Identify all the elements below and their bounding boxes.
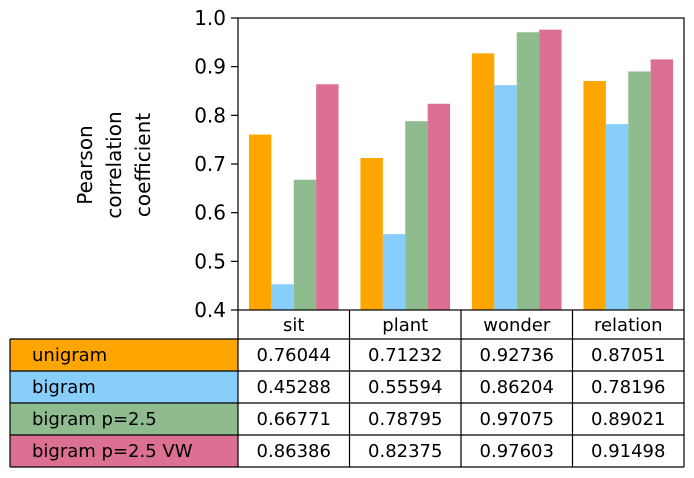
bar-bigram-p-2-5-wonder	[516, 32, 540, 311]
legend-cell-bigram-p-2-5-vw	[10, 435, 238, 467]
bar-bigram-p-2-5-vw-wonder	[539, 29, 562, 310]
bar-bigram-p-2-5-sit	[293, 179, 317, 310]
table-cell: 0.92736	[480, 345, 554, 366]
bar-unigram-wonder	[471, 53, 495, 310]
category-label-wonder: wonder	[483, 315, 551, 336]
y-tick-label: 0.5	[194, 249, 226, 273]
bar-bigram-p-2-5-relation	[628, 71, 651, 310]
category-label-relation: relation	[594, 315, 663, 336]
bar-bigram-relation	[605, 124, 629, 311]
bar-unigram-plant	[360, 158, 383, 310]
table-cell: 0.86204	[480, 377, 554, 398]
legend-label: unigram	[32, 345, 107, 366]
table-cell: 0.76044	[257, 345, 331, 366]
table-cell: 0.82375	[368, 441, 442, 462]
y-tick-label: 0.4	[194, 298, 226, 322]
table-cell: 0.89021	[591, 409, 665, 430]
bar-bigram-p-2-5-plant	[405, 121, 428, 311]
table-cell: 0.55594	[368, 377, 442, 398]
bar-bigram-p-2-5-vw-relation	[650, 59, 674, 310]
y-axis-label-line: coefficient	[131, 113, 155, 217]
bar-unigram-relation	[583, 81, 606, 310]
table-cell: 0.71232	[368, 345, 442, 366]
table-cell: 0.86386	[257, 441, 331, 462]
legend-cell-bigram	[10, 371, 238, 403]
y-axis-label-line: correlation	[102, 111, 126, 218]
y-tick-label: 0.9	[194, 55, 226, 79]
bar-bigram-sit	[271, 284, 294, 310]
table-cell: 0.78196	[591, 377, 665, 398]
table-cell: 0.97603	[480, 441, 554, 462]
bar-bigram-p-2-5-vw-plant	[427, 103, 451, 311]
bar-bigram-wonder	[494, 85, 517, 310]
category-label-plant: plant	[382, 315, 428, 336]
legend-label: bigram	[32, 377, 96, 398]
bar-bigram-plant	[382, 234, 406, 310]
table-cell: 0.87051	[591, 345, 665, 366]
y-tick-label: 0.6	[194, 201, 226, 225]
y-tick-label: 1.0	[194, 6, 226, 30]
legend-label: bigram p=2.5	[32, 409, 157, 430]
y-axis-label-line: Pearson	[73, 125, 97, 204]
bar-bigram-p-2-5-vw-sit	[316, 84, 339, 311]
table-cell: 0.66771	[257, 409, 331, 430]
y-tick-label: 0.8	[194, 103, 226, 127]
legend-cell-unigram	[10, 339, 238, 371]
y-tick-label: 0.7	[194, 152, 226, 176]
bar-unigram-sit	[248, 134, 272, 310]
table-cell: 0.45288	[257, 377, 331, 398]
legend-label: bigram p=2.5 VW	[32, 441, 193, 462]
table-cell: 0.78795	[368, 409, 442, 430]
table-cell: 0.97075	[480, 409, 554, 430]
category-label-sit: sit	[283, 315, 304, 336]
table-cell: 0.91498	[591, 441, 665, 462]
legend-cell-bigram-p-2-5	[10, 403, 238, 435]
